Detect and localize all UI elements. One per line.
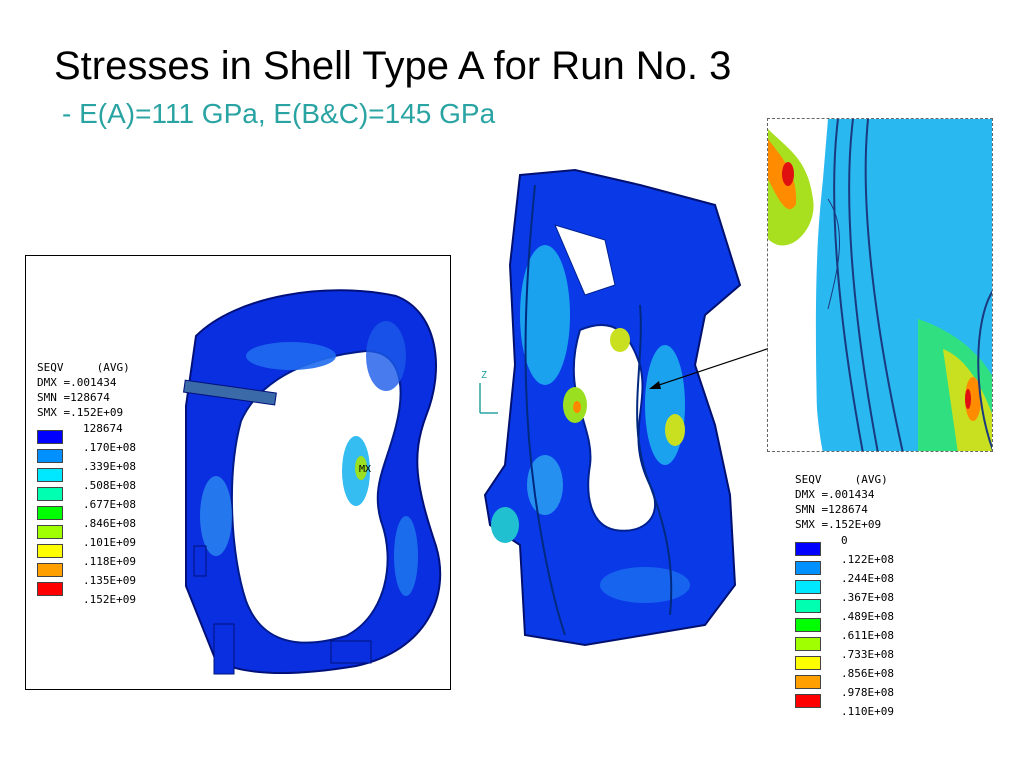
legend-value: .339E+08 (83, 460, 136, 473)
legend-entry: .122E+08 (795, 553, 894, 578)
legend-entry: .733E+08 (795, 648, 894, 673)
legend-entry: .846E+08 (37, 517, 136, 542)
legend-swatch (37, 563, 63, 577)
legend-swatch (795, 561, 821, 575)
legend-entry: .856E+08 (795, 667, 894, 692)
left-stress-legend: SEQV (AVG) DMX =.001434 SMN =128674 SMX … (37, 360, 136, 618)
legend-entry: .118E+09 (37, 555, 136, 580)
zoom-contour (768, 119, 992, 451)
legend-swatch (37, 506, 63, 520)
legend-header-line: SMN =128674 (37, 391, 110, 404)
legend-entry: .170E+08 (37, 441, 136, 466)
legend-entry: 0 (795, 534, 888, 559)
axis-triad-icon (479, 383, 498, 414)
legend-value: .110E+09 (841, 705, 894, 718)
legend-value: .101E+09 (83, 536, 136, 549)
legend-value: .367E+08 (841, 591, 894, 604)
legend-value: .118E+09 (83, 555, 136, 568)
legend-entry: .244E+08 (795, 572, 894, 597)
legend-entry: 128674 (37, 422, 130, 447)
legend-value: .170E+08 (83, 441, 136, 454)
right-stress-legend: SEQV (AVG) DMX =.001434 SMN =128674 SMX … (795, 472, 894, 730)
legend-entry: .978E+08 (795, 686, 894, 711)
legend-swatch (795, 580, 821, 594)
legend-swatch (795, 656, 821, 670)
slide-title: Stresses in Shell Type A for Run No. 3 (54, 44, 732, 88)
center-shell-contour (483, 168, 742, 647)
zoom-detail-box (767, 118, 993, 452)
legend-value: 128674 (83, 422, 123, 435)
legend-value: .122E+08 (841, 553, 894, 566)
legend-entry: .339E+08 (37, 460, 136, 485)
legend-swatch (37, 582, 63, 596)
legend-value: .489E+08 (841, 610, 894, 623)
legend-value: .135E+09 (83, 574, 136, 587)
legend-swatch (37, 525, 63, 539)
legend-value: .152E+09 (83, 593, 136, 606)
legend-header-line: SMX =.152E+09 (37, 406, 124, 419)
max-marker: MX (359, 464, 372, 475)
legend-value: .846E+08 (83, 517, 136, 530)
legend-entry: .152E+09 (37, 593, 136, 618)
legend-swatch (795, 694, 821, 708)
legend-value: .677E+08 (83, 498, 136, 511)
legend-header-line: DMX =.001434 (795, 488, 875, 501)
legend-value: .856E+08 (841, 667, 894, 680)
legend-value: .733E+08 (841, 648, 894, 661)
legend-swatch (795, 675, 821, 689)
legend-header-line: SMN =128674 (795, 503, 868, 516)
legend-swatch (37, 544, 63, 558)
legend-entry: .110E+09 (795, 705, 894, 730)
legend-entry: .101E+09 (37, 536, 136, 561)
legend-value: .611E+08 (841, 629, 894, 642)
legend-entry: .677E+08 (37, 498, 136, 523)
legend-swatch (37, 430, 63, 444)
z-axis-label: Z (481, 370, 488, 381)
slide-subtitle: - E(A)=111 GPa, E(B&C)=145 GPa (62, 98, 496, 129)
legend-value: 0 (841, 534, 848, 547)
legend-swatch (795, 618, 821, 632)
legend-value: .978E+08 (841, 686, 894, 699)
legend-swatch (795, 637, 821, 651)
legend-header-line: SEQV (AVG) (795, 473, 888, 486)
legend-swatch (37, 449, 63, 463)
legend-swatch (37, 487, 63, 501)
legend-header-line: SEQV (AVG) (37, 361, 130, 374)
legend-entry: .367E+08 (795, 591, 894, 616)
legend-header-line: DMX =.001434 (37, 376, 117, 389)
legend-swatch (37, 468, 63, 482)
legend-value: .508E+08 (83, 479, 136, 492)
left-shell-contour (183, 289, 442, 675)
legend-entry: .611E+08 (795, 629, 894, 654)
legend-value: .244E+08 (841, 572, 894, 585)
legend-swatch (795, 599, 821, 613)
legend-swatch (795, 542, 821, 556)
left-plot-panel: MX (25, 255, 451, 690)
legend-entry: .489E+08 (795, 610, 894, 635)
legend-entry: .135E+09 (37, 574, 136, 599)
callout-arrow (649, 347, 771, 389)
legend-entry: .508E+08 (37, 479, 136, 504)
legend-header-line: SMX =.152E+09 (795, 518, 882, 531)
